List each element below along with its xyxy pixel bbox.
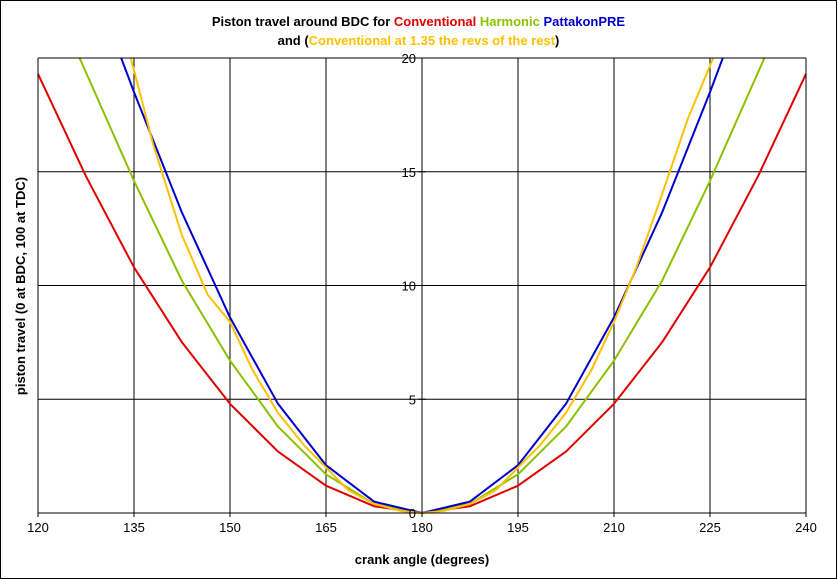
title-conventional-135: Conventional at 1.35 the revs of the res… <box>308 33 556 48</box>
x-tick-label-120: 120 <box>27 520 49 535</box>
x-tick-label-195: 195 <box>507 520 529 535</box>
tick-labels: 120 135 150 165 180 195 210 225 240 0 5 10 15 20 <box>27 51 817 535</box>
x-tick-label-150: 150 <box>219 520 241 535</box>
x-tick-label-240: 240 <box>795 520 817 535</box>
y-tick-label-0: 0 <box>409 506 416 521</box>
x-tick-label-165: 165 <box>315 520 337 535</box>
x-tick-label-225: 225 <box>699 520 721 535</box>
x-tick-label-135: 135 <box>123 520 145 535</box>
title-harmonic: Harmonic <box>479 14 540 29</box>
chart-title-line1: Piston travel around BDC for Conventiona… <box>0 14 837 29</box>
title-pattakon: PattakonPRE <box>543 14 626 29</box>
y-tick-label-10: 10 <box>402 279 416 294</box>
title-and: and ( <box>277 33 309 48</box>
x-tick-label-210: 210 <box>603 520 625 535</box>
y-tick-label-15: 15 <box>402 165 416 180</box>
y-tick-label-20: 20 <box>402 51 416 66</box>
y-tick-label-5: 5 <box>409 392 416 407</box>
title-prefix: Piston travel around BDC for <box>211 14 394 29</box>
title-close-paren: ) <box>555 33 560 48</box>
title-conventional: Conventional <box>393 14 477 29</box>
axes <box>37 57 807 517</box>
x-axis-label: crank angle (degrees) <box>354 552 490 567</box>
y-axis-label: piston travel (0 at BDC, 100 at TDC) <box>13 176 28 396</box>
x-tick-label-180: 180 <box>411 520 433 535</box>
chart-title-line2: and (Conventional at 1.35 the revs of th… <box>0 33 837 48</box>
